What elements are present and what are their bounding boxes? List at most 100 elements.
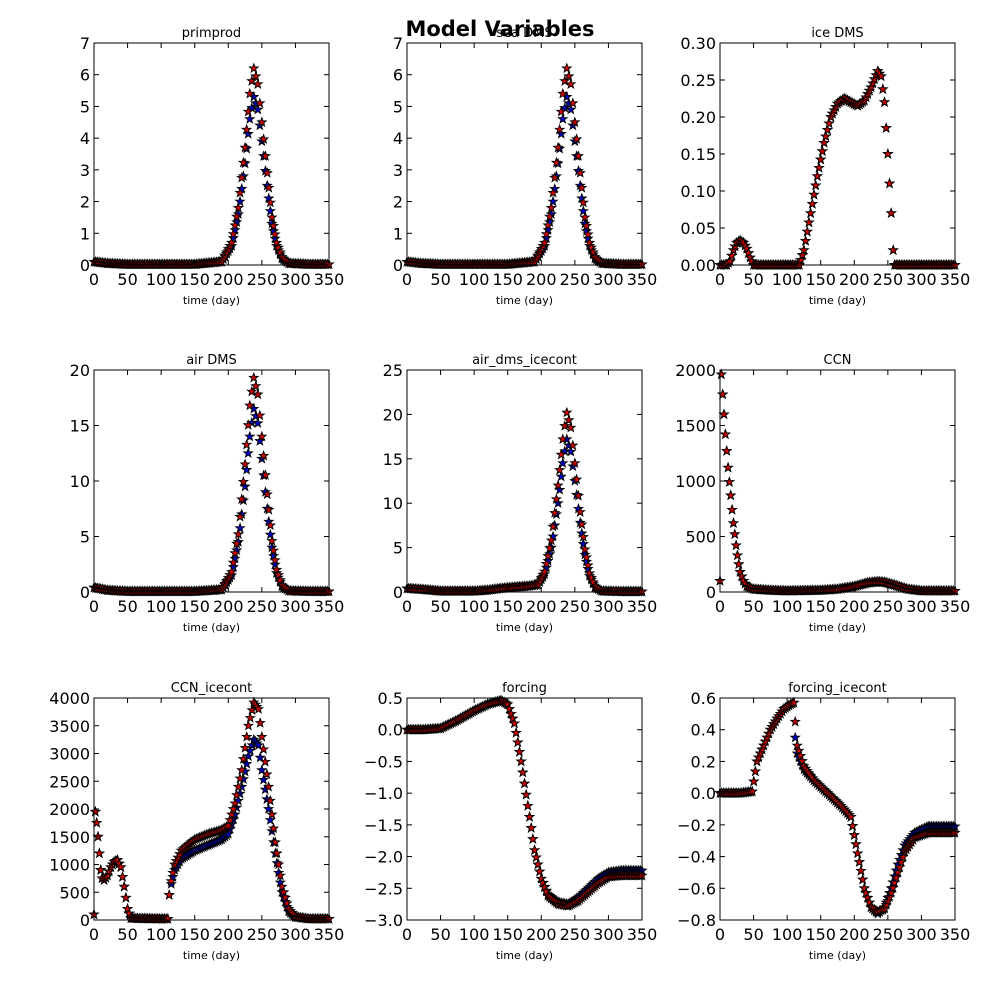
y-tick-label: 0.0	[378, 721, 403, 740]
data-point	[549, 507, 561, 518]
y-tick-label: −0.8	[677, 911, 716, 930]
data-point	[231, 210, 243, 222]
subplot-7: 0 50 100 150 200 250 300 3500500100015002000250…	[49, 681, 344, 962]
data-point	[224, 814, 236, 825]
data-point	[269, 554, 281, 565]
data-point	[569, 116, 581, 128]
subplot-6: 0 50 100 150 200 250 300 350 0 500 1000 1500 2000 CCN…	[675, 353, 970, 634]
x-tick-label: 50	[430, 597, 450, 616]
data-point	[234, 772, 246, 784]
data-point	[248, 62, 260, 74]
subplot-title: air_dms_icecont	[472, 353, 577, 368]
x-tick-label: 200	[526, 925, 557, 944]
data-point	[539, 881, 551, 893]
data-point	[274, 246, 286, 258]
x-axis-label: time (day)	[183, 294, 240, 307]
series-group	[88, 62, 335, 270]
x-tick-label: 250	[560, 925, 591, 944]
y-tick-label: 0.25	[680, 71, 716, 90]
data-point	[515, 755, 527, 767]
x-tick-label: 350	[940, 925, 971, 944]
data-point	[557, 87, 569, 99]
data-point	[820, 130, 832, 142]
x-tick-label: 100	[772, 925, 803, 944]
data-point	[89, 805, 101, 817]
data-point	[806, 198, 818, 209]
x-tick-label: 350	[314, 597, 345, 616]
y-tick-label: 10	[70, 472, 90, 491]
data-point	[510, 726, 522, 738]
data-point	[799, 235, 812, 246]
data-point	[577, 531, 589, 542]
x-tick-label: 300	[280, 597, 311, 616]
data-point	[508, 717, 521, 729]
subplot-title: primprod	[182, 26, 241, 41]
data-point	[576, 181, 588, 193]
y-tick-label: 0.5	[378, 689, 403, 708]
data-point	[266, 535, 278, 546]
data-point	[267, 550, 280, 561]
data-point	[577, 205, 589, 216]
y-tick-label: 1	[393, 224, 403, 243]
data-point	[237, 156, 250, 168]
data-point	[555, 470, 567, 482]
data-point	[789, 715, 801, 727]
data-point	[248, 371, 260, 383]
x-tick-label: 0	[402, 270, 412, 289]
data-point	[254, 751, 266, 763]
data-point	[527, 833, 539, 844]
data-point	[252, 417, 264, 429]
data-point	[227, 556, 239, 568]
data-point	[567, 439, 579, 451]
data-point	[222, 819, 234, 831]
x-tick-label: 250	[247, 270, 278, 289]
data-point	[540, 228, 552, 239]
y-tick-label: 0	[393, 256, 403, 275]
data-point	[540, 232, 552, 243]
x-tick-label: 350	[627, 925, 658, 944]
data-point	[236, 493, 248, 505]
x-tick-label: 100	[459, 597, 490, 616]
subplot-8: 0 50 100 150 200 250 300 350 −3.0 −2.5 −2.0 −1.5 −1.…	[364, 681, 657, 962]
data-point	[530, 851, 542, 863]
data-point	[95, 864, 107, 875]
data-point	[244, 430, 256, 442]
data-point	[256, 764, 268, 775]
data-point	[895, 856, 907, 867]
data-point	[264, 205, 276, 216]
data-point	[746, 785, 758, 797]
data-point	[528, 844, 541, 856]
y-tick-label: 7	[393, 34, 403, 53]
data-point	[742, 247, 755, 258]
data-point	[853, 856, 865, 867]
data-point	[267, 219, 280, 231]
data-point	[263, 503, 275, 515]
data-point	[724, 255, 736, 267]
data-point	[547, 530, 559, 542]
data-point	[232, 201, 244, 213]
data-point	[258, 449, 270, 461]
data-point	[723, 476, 736, 487]
data-point	[266, 211, 278, 223]
subplot-5: 0 50 100 150 200 250 300 350 0 5 10 15 20 25 air_dms_i…	[383, 353, 658, 634]
x-tick-label: 150	[179, 597, 210, 616]
data-point	[552, 479, 564, 491]
y-tick-label: −1.0	[364, 784, 403, 803]
data-point	[236, 171, 248, 183]
data-point	[250, 380, 262, 391]
data-point	[577, 196, 589, 208]
data-point	[582, 232, 594, 244]
data-point	[572, 489, 585, 501]
subplot-title: sea DMS	[496, 26, 552, 41]
data-point	[875, 70, 887, 82]
data-point	[252, 78, 264, 90]
data-point	[274, 876, 286, 888]
data-point	[582, 562, 594, 574]
data-point	[574, 167, 586, 178]
data-point	[545, 201, 557, 213]
data-point	[254, 717, 266, 728]
data-point	[572, 150, 585, 161]
y-tick-label: 7	[80, 34, 90, 53]
y-tick-label: 4000	[49, 689, 90, 708]
data-point	[259, 469, 272, 480]
